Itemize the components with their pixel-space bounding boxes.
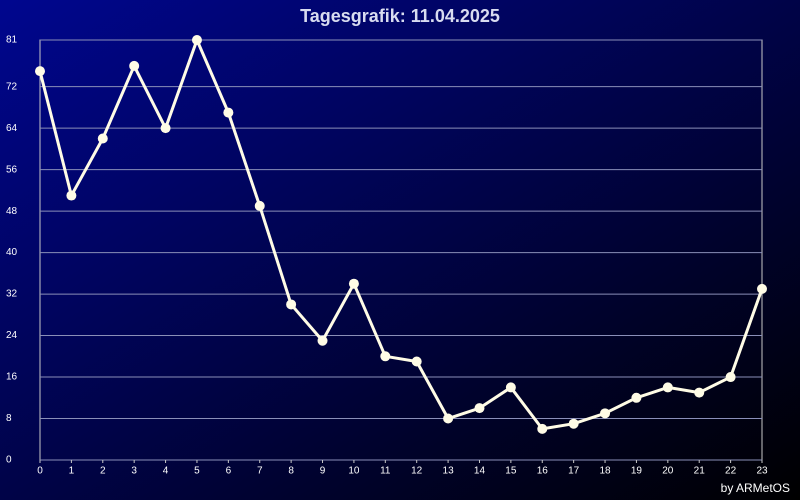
point — [631, 392, 642, 403]
point — [129, 60, 140, 71]
point — [66, 190, 77, 201]
point — [568, 418, 579, 429]
x-tick-label: 2 — [100, 466, 106, 477]
point — [662, 382, 673, 393]
x-tick-label: 21 — [694, 466, 706, 477]
point — [223, 107, 234, 118]
x-tick-label: 19 — [631, 466, 643, 477]
x-tick-label: 3 — [131, 466, 137, 477]
x-tick-label: 13 — [443, 466, 455, 477]
credit: by ARMetOS — [721, 481, 790, 495]
x-tick-label: 16 — [537, 466, 549, 477]
point — [443, 413, 454, 424]
x-tick-label: 15 — [505, 466, 517, 477]
point — [254, 200, 265, 211]
point — [725, 372, 736, 383]
point — [97, 133, 108, 144]
y-tick-label: 64 — [6, 123, 18, 134]
y-tick-label: 72 — [6, 81, 18, 92]
point — [317, 335, 328, 346]
point — [191, 35, 202, 45]
point — [380, 351, 391, 362]
point — [286, 299, 297, 310]
y-tick-label: 16 — [6, 372, 18, 383]
y-tick-label: 81 — [6, 35, 18, 46]
y-tick-label: 8 — [6, 413, 12, 424]
y-tick-label: 32 — [6, 289, 18, 300]
y-tick-label: 48 — [6, 206, 18, 217]
point — [160, 123, 171, 134]
point — [694, 387, 705, 398]
point — [35, 66, 45, 77]
x-tick-label: 0 — [37, 466, 43, 477]
y-tick-label: 56 — [6, 164, 18, 175]
x-tick-label: 9 — [320, 466, 326, 477]
point — [348, 278, 359, 289]
chart-title: Tagesgrafik: 11.04.2025 — [300, 6, 500, 26]
x-tick-label: 8 — [288, 466, 294, 477]
x-tick-label: 1 — [69, 466, 75, 477]
point — [600, 408, 611, 419]
point — [757, 283, 767, 294]
x-tick-label: 20 — [662, 466, 674, 477]
x-tick-label: 12 — [411, 466, 423, 477]
x-tick-label: 18 — [599, 466, 611, 477]
line — [38, 38, 764, 431]
y-tick-label: 24 — [6, 330, 18, 341]
y-tick-label: 0 — [6, 455, 12, 466]
x-tick-label: 22 — [725, 466, 737, 477]
x-tick-label: 7 — [257, 466, 263, 477]
point — [505, 382, 516, 393]
point — [411, 356, 422, 367]
x-tick-label: 23 — [756, 466, 768, 477]
x-tick-label: 5 — [194, 466, 200, 477]
x-tick-label: 14 — [474, 466, 486, 477]
x-tick-label: 17 — [568, 466, 580, 477]
x-tick-label: 10 — [348, 466, 360, 477]
point — [537, 423, 548, 434]
point — [474, 403, 485, 414]
x-tick-label: 4 — [163, 466, 169, 477]
x-tick-label: 11 — [380, 466, 391, 477]
x-tick-label: 6 — [226, 466, 232, 477]
y-tick-label: 40 — [6, 247, 18, 258]
